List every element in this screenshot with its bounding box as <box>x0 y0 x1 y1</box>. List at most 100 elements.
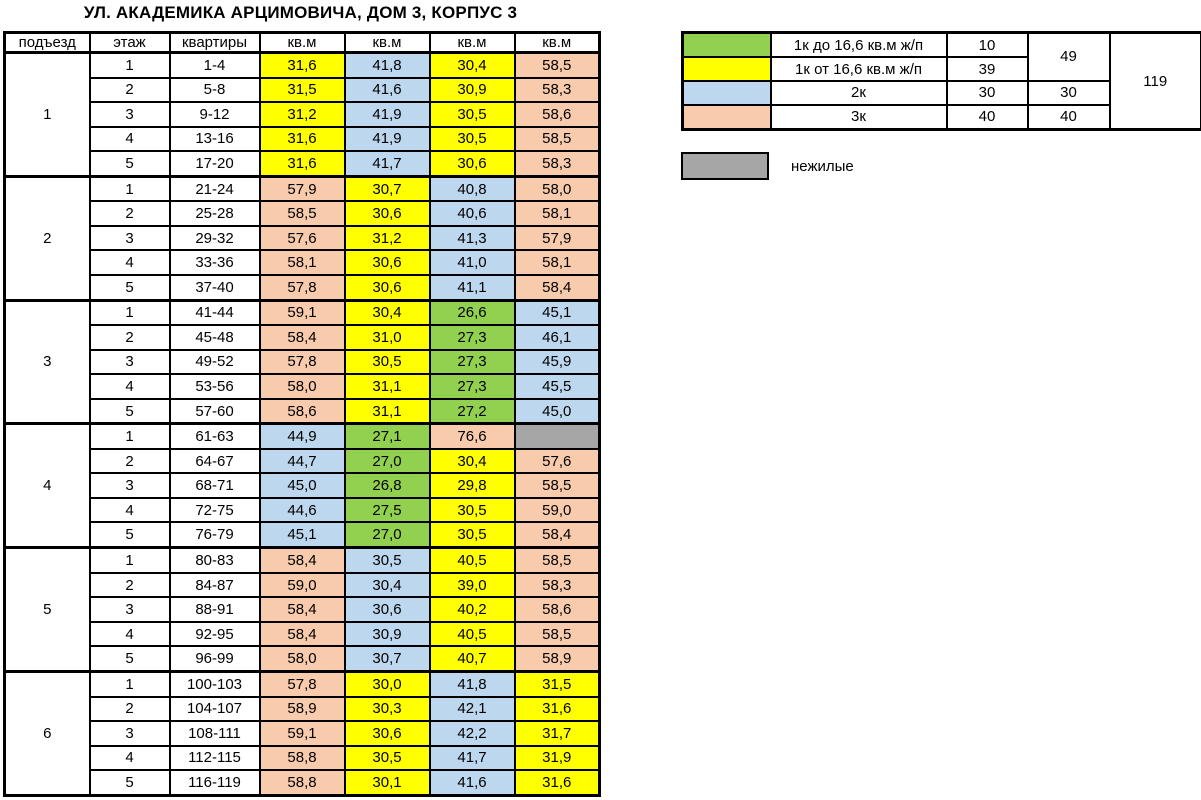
apartments-cell: 72-75 <box>168 497 261 524</box>
area-cell: 59,1 <box>258 298 346 327</box>
table-row: 2 45-48 58,4 31,0 27,3 46,1 <box>5 324 601 351</box>
area-cell: 30,5 <box>343 348 431 376</box>
floor-cell: 4 <box>88 497 171 524</box>
area-cell: 30,6 <box>343 249 431 276</box>
area-cell: 59,0 <box>513 497 601 524</box>
area-cell: 31,6 <box>513 769 601 797</box>
legend-subtotal-1k: 49 <box>1026 31 1111 82</box>
area-cell: 45,1 <box>513 298 601 327</box>
floor-cell: 2 <box>88 76 171 104</box>
area-cell: 30,5 <box>428 101 516 128</box>
floor-cell: 1 <box>88 298 171 327</box>
table-row: 3 88-91 58,4 30,6 40,2 58,6 <box>5 596 601 623</box>
area-cell: 40,5 <box>428 620 516 648</box>
apartments-cell: 5-8 <box>168 76 261 104</box>
floor-cell: 4 <box>88 125 171 153</box>
area-cell: 58,6 <box>513 596 601 623</box>
area-cell: 30,9 <box>428 76 516 104</box>
table-header-row: подъезд этаж квартиры кв.м кв.м кв.м кв.м <box>3 31 601 54</box>
area-cell: 58,0 <box>513 174 601 203</box>
table-row: 5 116-119 58,8 30,1 41,6 31,6 <box>5 769 601 797</box>
area-cell: 58,9 <box>258 695 346 723</box>
apartments-cell: 61-63 <box>168 422 261 450</box>
apartments-cell: 17-20 <box>168 150 261 178</box>
area-cell: 59,1 <box>258 720 346 747</box>
area-cell: 58,5 <box>513 125 601 153</box>
area-cell: 76,6 <box>428 422 516 450</box>
area-cell: 31,2 <box>258 101 346 128</box>
apartments-cell: 116-119 <box>168 769 261 797</box>
area-cell: 41,9 <box>343 125 431 153</box>
area-cell: 40,8 <box>428 174 516 203</box>
area-cell: 31,1 <box>343 373 431 400</box>
area-cell: 58,6 <box>258 397 346 425</box>
legend-label-2k: 2к <box>769 79 948 106</box>
area-cell: 30,5 <box>428 497 516 524</box>
area-cell: 31,2 <box>343 224 431 252</box>
area-cell <box>513 422 601 450</box>
area-cell: 58,5 <box>513 50 601 79</box>
area-cell: 31,1 <box>343 397 431 425</box>
table-row: 3 9-12 31,2 41,9 30,5 58,6 <box>5 101 601 128</box>
area-cell: 57,6 <box>513 448 601 475</box>
legend-table: 1к до 16,6 кв.м ж/п 10 49 119 1к от 16,6… <box>681 31 1201 131</box>
legend-label-1k-small: 1к до 16,6 кв.м ж/п <box>769 31 948 59</box>
apartments-cell: 80-83 <box>168 546 261 574</box>
legend-label-3k: 3к <box>769 103 948 131</box>
apartments-cell: 25-28 <box>168 200 261 227</box>
area-cell: 30,6 <box>343 596 431 623</box>
area-cell: 40,6 <box>428 200 516 227</box>
area-cell: 30,6 <box>343 273 431 302</box>
apartments-cell: 21-24 <box>168 174 261 203</box>
legend-swatch-green <box>681 31 772 59</box>
column-header: подъезд <box>3 31 91 54</box>
legend-count-3k: 40 <box>945 103 1029 131</box>
apartments-cell: 1-4 <box>168 50 261 79</box>
floor-cell: 5 <box>88 769 171 797</box>
column-header: кв.м <box>343 31 431 54</box>
floor-cell: 4 <box>88 620 171 648</box>
legend-count-2k: 30 <box>945 79 1029 106</box>
table-row: 5 96-99 58,0 30,7 40,7 58,9 <box>5 645 601 673</box>
area-cell: 31,7 <box>513 720 601 747</box>
area-cell: 45,1 <box>258 521 346 549</box>
area-cell: 45,9 <box>513 348 601 376</box>
area-cell: 27,3 <box>428 348 516 376</box>
area-cell: 41,9 <box>343 101 431 128</box>
area-cell: 27,3 <box>428 324 516 351</box>
area-cell: 30,6 <box>343 720 431 747</box>
floor-cell: 2 <box>88 448 171 475</box>
area-cell: 57,9 <box>258 174 346 203</box>
floor-cell: 1 <box>88 669 171 698</box>
area-cell: 58,5 <box>513 472 601 499</box>
apartments-cell: 29-32 <box>168 224 261 252</box>
legend-swatch-yellow <box>681 56 772 82</box>
area-cell: 30,5 <box>343 546 431 574</box>
floor-cell: 5 <box>88 521 171 549</box>
area-cell: 30,6 <box>428 150 516 178</box>
area-cell: 58,1 <box>513 200 601 227</box>
area-cell: 45,5 <box>513 373 601 400</box>
floor-cell: 3 <box>88 596 171 623</box>
apartments-cell: 104-107 <box>168 695 261 723</box>
apartments-cell: 45-48 <box>168 324 261 351</box>
area-cell: 30,7 <box>343 174 431 203</box>
apartments-cell: 64-67 <box>168 448 261 475</box>
table-row: 4 112-115 58,8 30,5 41,7 31,9 <box>5 744 601 772</box>
area-cell: 29,8 <box>428 472 516 499</box>
column-header: кв.м <box>428 31 516 54</box>
floor-cell: 3 <box>88 720 171 747</box>
area-cell: 31,0 <box>343 324 431 351</box>
apartments-cell: 76-79 <box>168 521 261 549</box>
column-header: кв.м <box>513 31 601 54</box>
area-cell: 57,8 <box>258 669 346 698</box>
floor-cell: 1 <box>88 422 171 450</box>
area-cell: 27,3 <box>428 373 516 400</box>
apartments-cell: 13-16 <box>168 125 261 153</box>
area-cell: 40,2 <box>428 596 516 623</box>
area-cell: 57,8 <box>258 348 346 376</box>
entrance-cell: 6 <box>3 669 91 797</box>
table-row: 4 92-95 58,4 30,9 40,5 58,5 <box>5 620 601 648</box>
area-cell: 30,5 <box>343 744 431 772</box>
area-cell: 30,6 <box>343 200 431 227</box>
